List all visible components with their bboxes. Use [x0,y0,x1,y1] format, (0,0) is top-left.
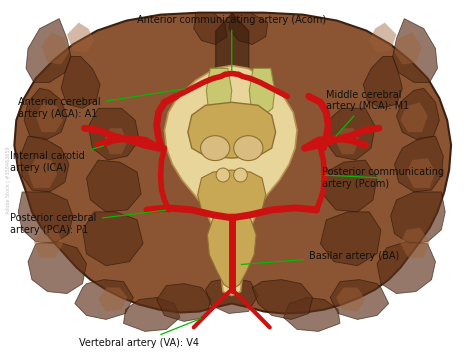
Polygon shape [124,298,180,332]
Text: Posterior communicating
artery (Pcom): Posterior communicating artery (Pcom) [322,167,445,189]
Polygon shape [336,128,359,154]
Ellipse shape [234,168,247,182]
Ellipse shape [216,168,230,182]
Polygon shape [205,278,258,314]
Polygon shape [377,242,436,293]
Polygon shape [249,68,274,115]
Polygon shape [157,284,211,321]
Text: Anterior communicating artery (Acom): Anterior communicating artery (Acom) [137,15,326,71]
Polygon shape [396,88,439,140]
Polygon shape [104,128,128,154]
Polygon shape [24,88,67,140]
Polygon shape [206,68,232,115]
Polygon shape [207,214,256,289]
Polygon shape [369,23,396,53]
Polygon shape [28,242,86,293]
Polygon shape [82,212,143,266]
Polygon shape [14,13,451,314]
Polygon shape [394,136,443,192]
Text: Middle cerebral
artery (MCA): M1: Middle cerebral artery (MCA): M1 [326,90,410,136]
Polygon shape [252,280,313,319]
Polygon shape [401,102,428,132]
Text: Vertebral artery (VA): V4: Vertebral artery (VA): V4 [79,319,201,348]
Text: Basilar artery (BA): Basilar artery (BA) [241,251,399,265]
Text: Adobe Stock | #358463659: Adobe Stock | #358463659 [6,146,11,214]
Polygon shape [406,158,436,188]
Polygon shape [320,212,381,266]
Polygon shape [42,32,69,64]
Polygon shape [86,160,141,212]
Polygon shape [36,102,63,132]
Polygon shape [89,108,139,160]
Polygon shape [198,170,266,218]
Polygon shape [18,192,73,244]
Polygon shape [229,13,268,45]
Polygon shape [26,19,71,82]
Polygon shape [330,280,389,319]
Polygon shape [194,13,227,45]
Polygon shape [98,288,128,311]
Polygon shape [322,160,377,212]
Polygon shape [394,32,422,64]
Polygon shape [34,228,63,258]
Polygon shape [401,228,429,258]
Polygon shape [392,19,438,82]
Polygon shape [324,108,375,160]
Polygon shape [28,158,57,188]
Polygon shape [391,192,445,244]
Ellipse shape [201,136,230,161]
Polygon shape [164,66,297,296]
Text: Posterior cerebral
artery (PCA): P1: Posterior cerebral artery (PCA): P1 [10,210,165,235]
Polygon shape [364,57,402,108]
Polygon shape [20,136,69,192]
Polygon shape [336,288,365,311]
Polygon shape [283,298,340,332]
Ellipse shape [234,136,263,161]
Text: Anterior cerebral
artery (ACA): A1: Anterior cerebral artery (ACA): A1 [18,89,185,119]
Text: Internal carotid
artery (ICA): Internal carotid artery (ICA) [10,146,103,173]
Polygon shape [61,57,100,108]
Polygon shape [188,102,275,158]
Polygon shape [67,23,94,53]
Polygon shape [75,280,133,319]
